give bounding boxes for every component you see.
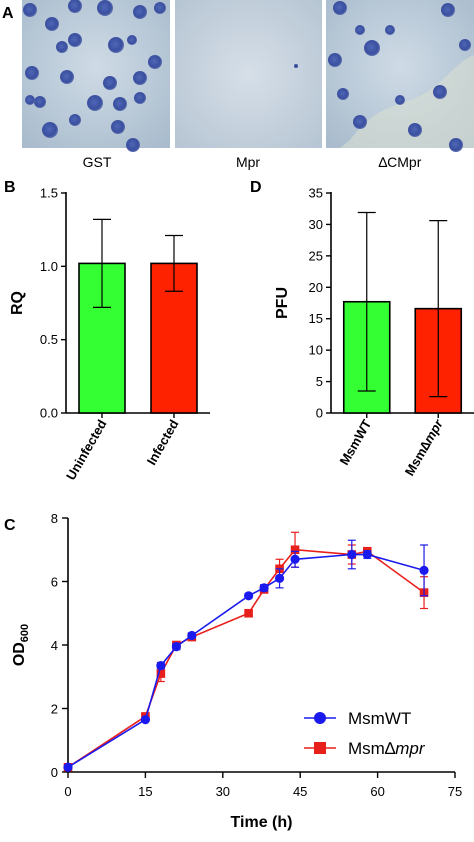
chart-c-point-dmpr [244,608,253,618]
chart-d-y-tick-label: 15 [309,311,323,326]
chart-c-y-tick-label: 8 [51,511,58,526]
chart-b-y-tick-label: 0.5 [40,332,58,347]
legend-marker-wt [314,712,326,724]
chart-c-point-wt [187,630,197,641]
panel-a-letter: A [2,5,14,22]
chart-c-y-tick-label: 6 [51,575,58,590]
chart-b-y-tick-label: 1.5 [40,186,58,201]
chart-d-y-tick-label: 20 [309,280,323,295]
chart-c-x-tick-label: 60 [370,784,384,799]
chart-b-rq: 0.0 0.5 1.0 1.5 Uninfected Infected RQ [9,186,210,483]
chart-d-y-tick-label: 0 [316,406,323,421]
chart-c-point-dmpr [290,545,300,555]
chart-c-point-dmpr [156,669,166,678]
chart-c-x-tick-label: 75 [448,784,462,799]
chart-d-y-tick-label: 25 [309,248,323,263]
plate-gst-image [22,0,170,152]
chart-c-point-wt [63,762,73,772]
plate-label-dcmpr: ∆CMpr [379,154,422,170]
panel-b-letter: B [4,179,16,196]
chart-b-y-axis-title: RQ [9,291,26,315]
chart-c-y-tick-label: 2 [51,702,58,717]
legend-label-dmpr: Msm∆mpr [348,739,426,758]
panel-c-letter: C [4,517,16,534]
chart-c-x-tick-label: 0 [64,784,71,799]
chart-c-point-wt [244,591,254,601]
chart-b-y-tick-label: 0.0 [40,406,58,421]
chart-c-point-wt [290,554,300,564]
chart-c-point-wt [171,641,181,652]
chart-c-point-wt [140,715,150,725]
chart-d-x-tick-label-1: MsmWT [336,417,374,468]
chart-c-point-wt [274,573,285,583]
chart-c-point-wt [156,661,166,671]
chart-c-x-tick-label: 30 [216,784,230,799]
chart-d-pfu: 0 5 10 15 20 25 30 35 MsmWT Msm∆mpr PFU [274,186,474,478]
plate-dcmpr-image [326,0,474,152]
chart-d-x-tick-label-2: Msm∆mpr [402,416,447,478]
plate-mpr-image [175,0,322,148]
chart-c-point-wt [419,565,429,575]
chart-c-series-line-1 [67,553,425,768]
chart-d-y-tick-label: 30 [309,217,323,232]
chart-b-x-tick-label-1: Uninfected [63,417,110,483]
chart-b-x-tick-label-2: Infected [144,417,182,468]
plate-label-gst: GST [83,154,112,170]
chart-c-y-tick-label: 4 [51,638,58,653]
chart-d-y-tick-label: 35 [309,186,323,201]
chart-d-y-tick-label: 5 [316,374,323,389]
chart-c-point-wt [259,583,269,593]
chart-d-y-axis-title: PFU [274,287,291,319]
chart-d-y-tick-label: 10 [309,343,323,358]
chart-c-point-wt [362,549,372,560]
plate-label-mpr: Mpr [236,154,260,170]
chart-c-x-tick-label: 45 [293,784,307,799]
chart-b-y-tick-label: 1.0 [40,259,58,274]
chart-c-point-wt [347,549,357,560]
chart-c-x-axis-title: Time (h) [231,814,293,831]
legend-label-wt: MsmWT [348,709,411,728]
chart-c-x-tick-label: 15 [138,784,152,799]
chart-c-y-axis-title: OD600 [11,624,31,666]
panel-d-letter: D [250,179,262,196]
chart-c-growth: 0 2 4 6 8 0 15 30 45 60 75 Time (h) OD600 MsmWT Msm∆mp… [11,511,462,831]
chart-c-y-tick-label: 0 [51,765,58,780]
legend-marker-dmpr [314,742,326,754]
